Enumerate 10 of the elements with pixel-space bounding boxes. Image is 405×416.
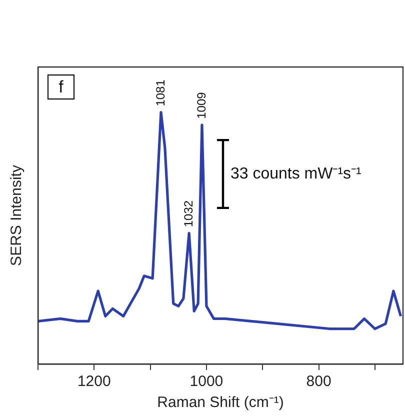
x-axis-title: Raman Shift (cm⁻¹) <box>157 394 284 412</box>
annotation: 33 counts mW⁻¹s⁻¹ <box>230 165 362 182</box>
y-axis-title: SERS Intensity <box>8 164 26 266</box>
x-tick-label: 800 <box>306 373 332 390</box>
annotation: 1032 <box>181 200 196 228</box>
annotation: 1081 <box>153 79 168 106</box>
text: f <box>58 78 64 97</box>
x-tick-label: 1000 <box>190 373 224 390</box>
x-tick-label: 1200 <box>77 373 111 390</box>
annotation: 1009 <box>194 92 208 119</box>
